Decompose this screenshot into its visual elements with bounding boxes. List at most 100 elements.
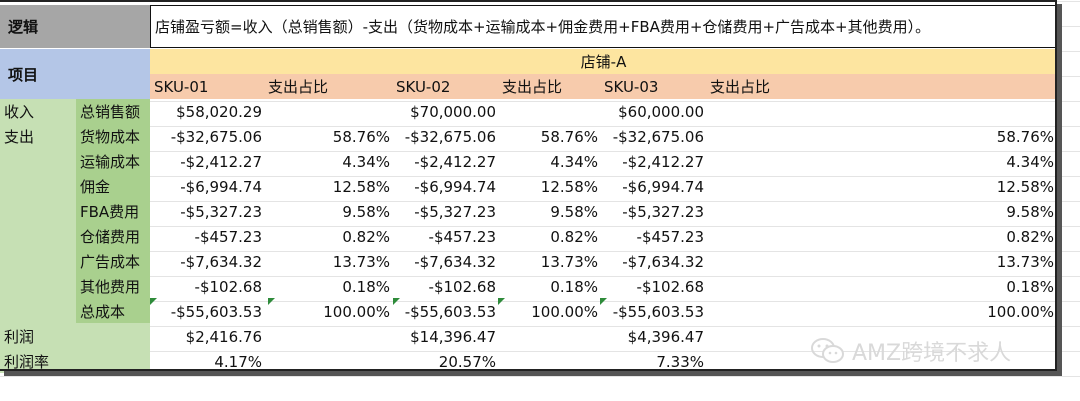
sku02-ratio[interactable]: 4.34% <box>550 152 598 171</box>
sku03-value[interactable]: -$2,412.27 <box>622 152 704 171</box>
header-sku-03[interactable]: SKU-03 <box>604 77 659 96</box>
store-name[interactable]: 店铺-A <box>150 49 1057 74</box>
sku02-ratio[interactable]: 9.58% <box>550 202 598 221</box>
row-category[interactable]: 利润 <box>4 328 35 346</box>
sku02-ratio[interactable]: 0.18% <box>550 277 598 296</box>
sku02-value[interactable]: -$457.23 <box>428 227 496 246</box>
row-category[interactable] <box>0 299 76 324</box>
sku03-value[interactable]: 7.33% <box>656 352 704 371</box>
sku02-ratio[interactable]: 13.73% <box>540 252 598 271</box>
sku01-value[interactable]: -$7,634.32 <box>180 252 262 271</box>
header-sku-01[interactable]: SKU-01 <box>154 77 209 96</box>
row-category[interactable]: 收入 <box>4 103 35 121</box>
sku01-value[interactable]: -$2,412.27 <box>180 152 262 171</box>
sku02-ratio[interactable] <box>498 99 600 124</box>
header-ratio-1[interactable]: 支出占比 <box>268 78 329 96</box>
sku03-value[interactable]: -$6,994.74 <box>622 177 704 196</box>
error-indicator[interactable] <box>150 298 157 305</box>
sku02-value[interactable]: -$32,675.06 <box>404 127 496 146</box>
sku01-value[interactable]: 4.17% <box>214 352 262 371</box>
sku02-ratio[interactable]: 12.58% <box>540 177 598 196</box>
sku01-ratio[interactable]: 58.76% <box>332 127 390 146</box>
row-category[interactable] <box>0 249 76 274</box>
error-indicator[interactable] <box>393 298 400 305</box>
sku03-ratio[interactable]: 12.58% <box>996 177 1054 196</box>
row-subcategory[interactable]: 仓储费用 <box>80 228 141 246</box>
row-category[interactable] <box>0 224 76 249</box>
row-category[interactable] <box>0 149 76 174</box>
sku03-value[interactable]: $4,396.47 <box>627 327 704 346</box>
sku03-ratio[interactable]: 0.82% <box>1006 227 1054 246</box>
sku01-ratio[interactable] <box>264 324 392 349</box>
header-ratio-3[interactable]: 支出占比 <box>710 78 771 96</box>
items-label[interactable]: 项目 <box>0 49 150 99</box>
sku03-value[interactable]: -$457.23 <box>636 227 704 246</box>
sku01-value[interactable]: -$6,994.74 <box>180 177 262 196</box>
row-subcategory[interactable]: 广告成本 <box>80 253 141 271</box>
row-category[interactable] <box>0 174 76 199</box>
sku03-ratio[interactable]: 9.58% <box>1006 202 1054 221</box>
row-subcategory[interactable]: 运输成本 <box>80 153 141 171</box>
sku03-value[interactable]: -$102.68 <box>636 277 704 296</box>
row-subcategory[interactable]: 其他费用 <box>80 278 141 296</box>
error-indicator[interactable] <box>498 298 505 305</box>
row-category[interactable]: 支出 <box>4 128 35 146</box>
row-subcategory[interactable]: 总销售额 <box>80 103 141 121</box>
row-subcategory[interactable]: FBA费用 <box>80 203 140 221</box>
sku02-value[interactable]: $14,396.47 <box>410 327 496 346</box>
header-ratio-2[interactable]: 支出占比 <box>502 78 563 96</box>
header-sku-02[interactable]: SKU-02 <box>396 77 451 96</box>
sku01-value[interactable]: -$5,327.23 <box>180 202 262 221</box>
sku01-ratio[interactable]: 4.34% <box>342 152 390 171</box>
sku01-ratio[interactable]: 13.73% <box>332 252 390 271</box>
sku01-ratio[interactable]: 100.00% <box>323 302 390 321</box>
sku01-value[interactable]: -$32,675.06 <box>170 127 262 146</box>
sku02-value[interactable]: -$2,412.27 <box>414 152 496 171</box>
sku02-value[interactable]: 20.57% <box>438 352 496 371</box>
sku03-ratio[interactable] <box>706 99 1056 124</box>
error-indicator[interactable] <box>600 298 607 305</box>
table-row: 收入 总销售额 $58,020.29 $70,000.00 $60,000.00 <box>0 99 1057 124</box>
sku02-ratio[interactable]: 58.76% <box>540 127 598 146</box>
row-category[interactable] <box>0 274 76 299</box>
sku03-value[interactable]: -$5,327.23 <box>622 202 704 221</box>
row-category[interactable]: 利润率 <box>4 353 50 371</box>
sku03-ratio[interactable]: 13.73% <box>996 252 1054 271</box>
sku01-ratio[interactable] <box>264 99 392 124</box>
sku02-ratio[interactable]: 0.82% <box>550 227 598 246</box>
sku03-ratio[interactable]: 4.34% <box>1006 152 1054 171</box>
row-subcategory[interactable] <box>76 324 150 349</box>
sku02-ratio[interactable]: 100.00% <box>531 302 598 321</box>
sku03-value[interactable]: -$32,675.06 <box>612 127 704 146</box>
sku03-ratio[interactable]: 100.00% <box>987 302 1054 321</box>
row-subcategory[interactable]: 总成本 <box>80 303 126 321</box>
sku01-ratio[interactable]: 12.58% <box>332 177 390 196</box>
sku02-value[interactable]: -$102.68 <box>428 277 496 296</box>
sku01-value[interactable]: $58,020.29 <box>176 102 262 121</box>
sku03-ratio[interactable]: 0.18% <box>1006 277 1054 296</box>
sku03-value[interactable]: $60,000.00 <box>618 102 704 121</box>
sku01-value[interactable]: -$457.23 <box>194 227 262 246</box>
sku01-ratio[interactable]: 0.18% <box>342 277 390 296</box>
sku01-value[interactable]: -$55,603.53 <box>170 302 262 321</box>
sku02-value[interactable]: $70,000.00 <box>410 102 496 121</box>
sku01-value[interactable]: -$102.68 <box>194 277 262 296</box>
sku01-ratio[interactable]: 9.58% <box>342 202 390 221</box>
sku02-value[interactable]: -$7,634.32 <box>414 252 496 271</box>
sku03-value[interactable]: -$7,634.32 <box>622 252 704 271</box>
row-subcategory[interactable]: 货物成本 <box>80 128 141 146</box>
sku01-value[interactable]: $2,416.76 <box>185 327 262 346</box>
sku02-value[interactable]: -$6,994.74 <box>414 177 496 196</box>
sku03-value[interactable]: -$55,603.53 <box>612 302 704 321</box>
error-indicator[interactable] <box>268 298 275 305</box>
logic-formula[interactable]: 店铺盈亏额=收入（总销售额）-支出（货物成本+运输成本+佣金费用+FBA费用+仓… <box>150 5 1057 48</box>
sku03-ratio[interactable]: 58.76% <box>996 127 1054 146</box>
sku02-value[interactable]: -$5,327.23 <box>414 202 496 221</box>
row-category[interactable] <box>0 199 76 224</box>
header-band <box>150 74 1057 99</box>
sku02-ratio[interactable] <box>498 324 600 349</box>
sku01-ratio[interactable]: 0.82% <box>342 227 390 246</box>
sku02-value[interactable]: -$55,603.53 <box>404 302 496 321</box>
row-subcategory[interactable]: 佣金 <box>80 178 111 196</box>
logic-label[interactable]: 逻辑 <box>0 5 150 48</box>
